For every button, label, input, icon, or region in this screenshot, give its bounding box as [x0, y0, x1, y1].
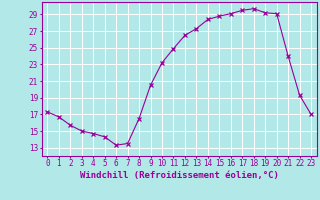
X-axis label: Windchill (Refroidissement éolien,°C): Windchill (Refroidissement éolien,°C): [80, 171, 279, 180]
